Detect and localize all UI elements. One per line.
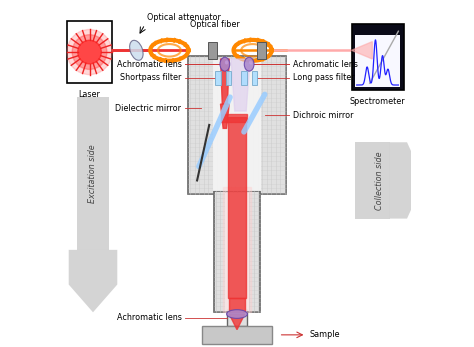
Polygon shape — [221, 114, 247, 122]
Text: Achromatic lens: Achromatic lens — [117, 313, 182, 322]
Text: Long pass filter: Long pass filter — [292, 73, 354, 82]
Text: Achromatic lens: Achromatic lens — [292, 60, 357, 69]
FancyBboxPatch shape — [213, 59, 261, 191]
FancyBboxPatch shape — [215, 71, 221, 85]
Circle shape — [72, 35, 107, 69]
Polygon shape — [229, 314, 245, 330]
Text: Excitation side: Excitation side — [89, 144, 98, 203]
FancyBboxPatch shape — [189, 56, 285, 194]
Text: Optical attenuator: Optical attenuator — [147, 13, 221, 22]
FancyArrow shape — [69, 250, 117, 312]
Ellipse shape — [220, 57, 230, 71]
FancyBboxPatch shape — [355, 35, 400, 87]
Text: Spectrometer: Spectrometer — [350, 97, 405, 106]
Circle shape — [67, 29, 112, 75]
Circle shape — [78, 40, 101, 64]
Text: Optical fiber: Optical fiber — [190, 20, 239, 29]
Text: Dichroic mirror: Dichroic mirror — [292, 111, 353, 120]
FancyBboxPatch shape — [252, 71, 257, 85]
Polygon shape — [220, 104, 229, 128]
Text: Collection side: Collection side — [375, 151, 384, 210]
FancyBboxPatch shape — [202, 326, 272, 344]
Text: Laser: Laser — [79, 90, 100, 99]
Text: Dielectric mirror: Dielectric mirror — [116, 104, 182, 113]
FancyBboxPatch shape — [227, 309, 247, 326]
Polygon shape — [220, 59, 229, 104]
FancyArrow shape — [390, 142, 424, 219]
Ellipse shape — [244, 57, 254, 71]
Polygon shape — [231, 59, 250, 111]
FancyBboxPatch shape — [226, 71, 231, 85]
Text: Shortpass filter: Shortpass filter — [120, 73, 182, 82]
FancyBboxPatch shape — [352, 24, 403, 90]
FancyBboxPatch shape — [214, 191, 260, 312]
Polygon shape — [352, 42, 373, 59]
Text: Achromatic lens: Achromatic lens — [117, 60, 182, 69]
Ellipse shape — [227, 310, 247, 319]
Text: Sample: Sample — [310, 330, 340, 339]
Polygon shape — [229, 298, 245, 312]
Ellipse shape — [249, 60, 253, 65]
Ellipse shape — [130, 40, 143, 60]
FancyBboxPatch shape — [67, 21, 112, 83]
FancyBboxPatch shape — [355, 142, 390, 219]
FancyBboxPatch shape — [257, 42, 266, 59]
Ellipse shape — [225, 60, 228, 65]
FancyBboxPatch shape — [77, 97, 109, 250]
FancyBboxPatch shape — [241, 71, 246, 85]
Polygon shape — [223, 187, 251, 312]
FancyBboxPatch shape — [208, 42, 217, 59]
FancyBboxPatch shape — [225, 193, 249, 311]
Polygon shape — [228, 117, 246, 298]
